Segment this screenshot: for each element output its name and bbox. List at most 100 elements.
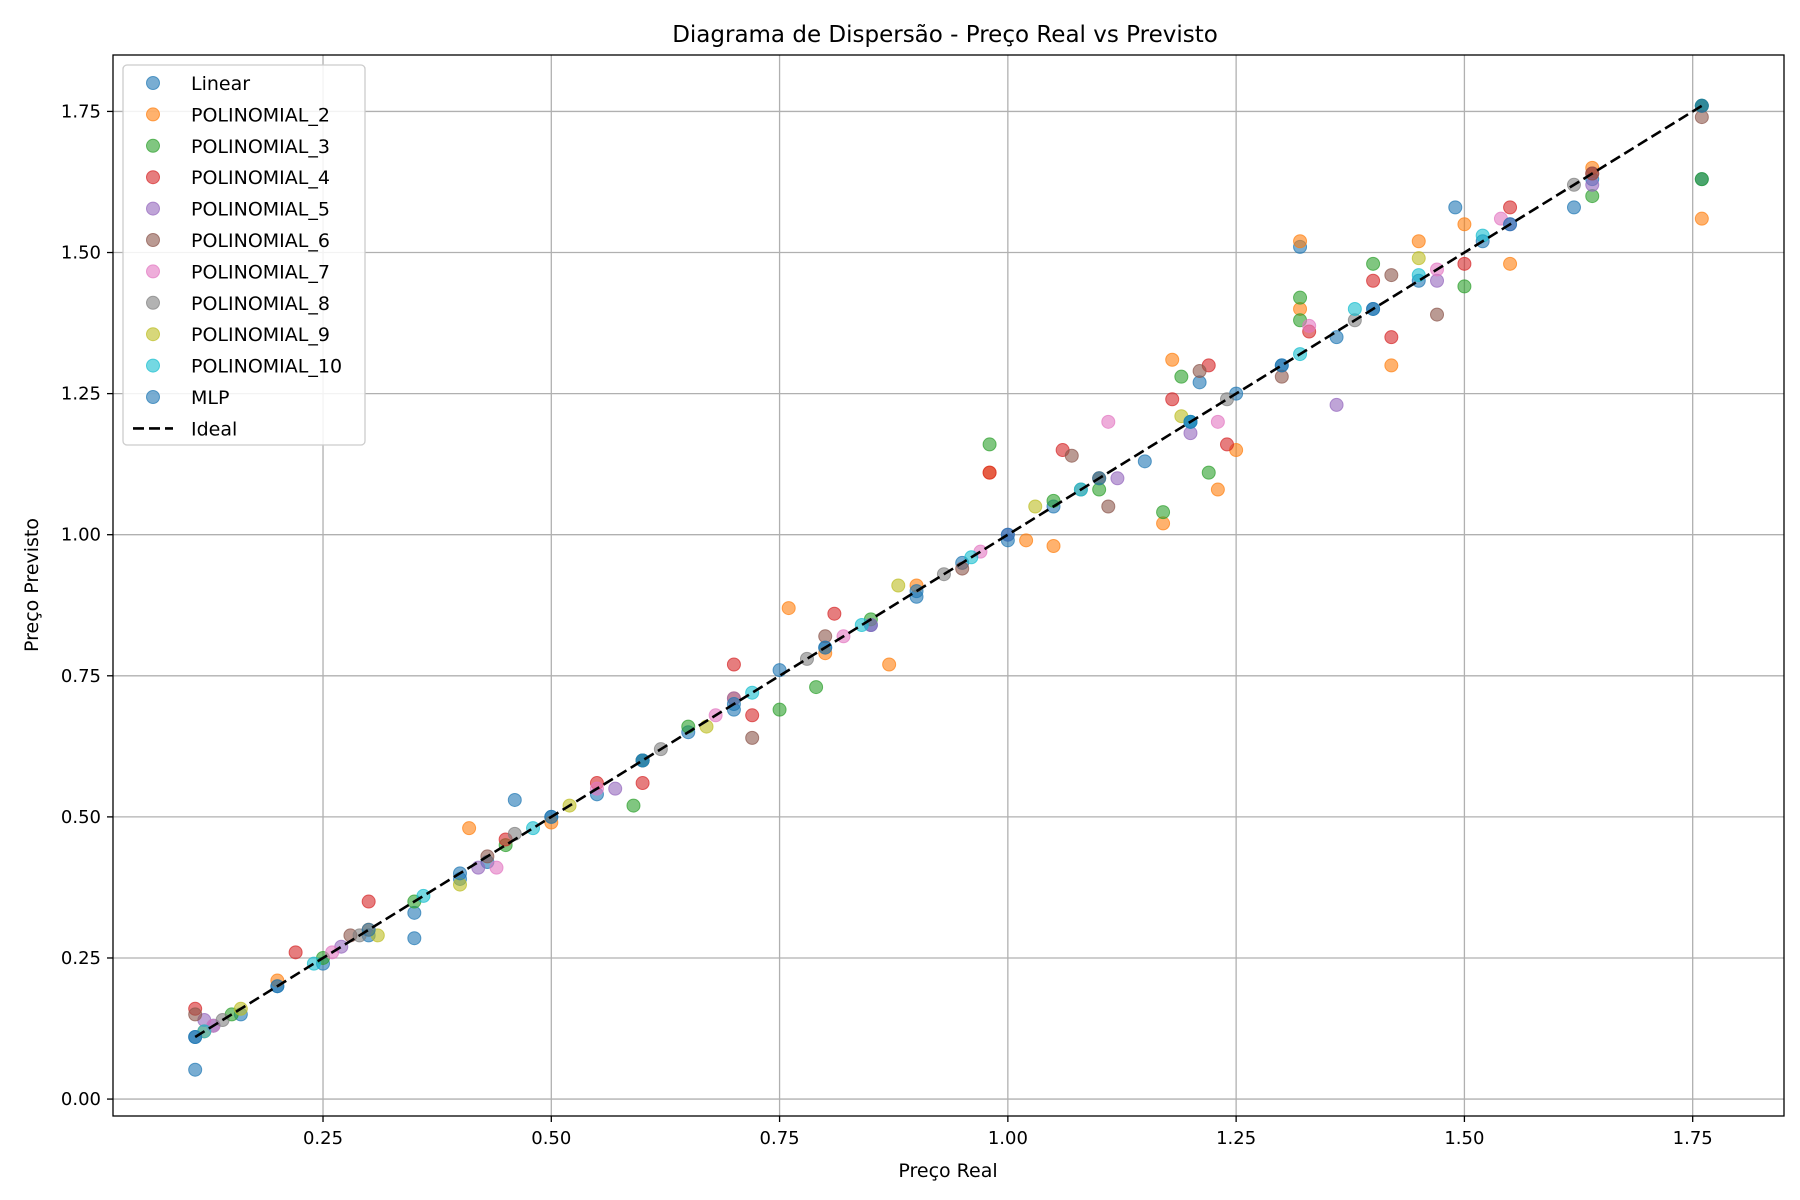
legend-marker-polinomial-6	[146, 233, 160, 247]
data-point	[1384, 330, 1399, 345]
data-point	[1411, 234, 1426, 249]
x-tick-label: 0.75	[760, 1128, 800, 1149]
data-point	[1694, 211, 1709, 226]
data-point	[882, 657, 897, 672]
grid-lines	[113, 55, 1784, 1116]
data-point	[809, 680, 824, 695]
legend-marker-polinomial-5	[146, 201, 160, 216]
data-point	[1293, 234, 1308, 249]
x-tick-label: 0.50	[531, 1128, 571, 1149]
data-point	[799, 651, 814, 666]
data-point	[462, 821, 477, 836]
data-point	[1366, 273, 1381, 288]
y-tick-label: 0.75	[61, 666, 101, 687]
data-point	[1347, 301, 1362, 316]
legend-marker-polinomial-10	[146, 358, 160, 373]
x-tick-label: 1.00	[988, 1128, 1028, 1149]
data-point	[1201, 465, 1216, 480]
data-points	[188, 98, 1709, 1077]
y-axis-label: Preço Previsto	[21, 518, 43, 652]
data-point	[726, 657, 741, 672]
y-tick-label: 1.00	[61, 525, 101, 546]
legend-label-mlp: MLP	[191, 387, 229, 409]
x-axis-label: Preço Real	[898, 1160, 997, 1182]
ideal-line	[194, 104, 1703, 1039]
x-tick-label: 1.25	[1216, 1128, 1256, 1149]
data-point	[745, 708, 760, 723]
data-point	[471, 860, 486, 875]
data-point	[635, 776, 650, 791]
legend: Linear POLINOMIAL_2 POLINOMIAL_3 POLINOMIAL…	[122, 64, 366, 446]
legend-label-ideal: Ideal	[191, 418, 237, 440]
y-ticks: 0.00 0.25 0.50 0.75 1.00 1.25 1.50 1.75	[61, 101, 113, 1110]
data-point	[1411, 251, 1426, 266]
data-point	[772, 663, 787, 678]
data-point	[188, 1062, 203, 1077]
data-point	[1329, 397, 1344, 412]
x-ticks: 0.25 0.50 0.75 1.00 1.25 1.50 1.75	[303, 1116, 1713, 1149]
series-linear	[188, 98, 1709, 1077]
data-point	[1220, 437, 1234, 452]
data-point	[626, 798, 641, 813]
data-point	[1366, 256, 1381, 271]
data-point	[982, 437, 997, 452]
data-point	[1110, 471, 1125, 486]
data-point	[1457, 217, 1472, 232]
data-point	[1210, 482, 1225, 497]
data-point	[1430, 307, 1445, 322]
data-point	[361, 894, 376, 909]
data-point	[361, 922, 376, 937]
legend-marker-polinomial-2	[146, 107, 160, 122]
data-point	[1411, 268, 1426, 283]
data-point	[1137, 454, 1152, 469]
data-point	[1174, 369, 1189, 384]
legend-label-polinomial-9: POLINOMIAL_9	[191, 324, 330, 346]
data-point	[407, 931, 422, 946]
data-point	[489, 860, 504, 875]
data-point	[1165, 352, 1180, 367]
legend-label-polinomial-7: POLINOMIAL_7	[191, 261, 330, 283]
data-point	[1503, 200, 1518, 215]
data-point	[1694, 172, 1709, 187]
legend-label-polinomial-10: POLINOMIAL_10	[191, 356, 342, 378]
data-point	[608, 781, 623, 796]
legend-marker-polinomial-9	[146, 327, 160, 342]
data-point	[827, 606, 842, 621]
data-point	[745, 685, 760, 700]
data-point	[1064, 448, 1079, 463]
data-point	[1293, 290, 1308, 305]
data-point	[188, 1007, 203, 1022]
data-point	[772, 702, 787, 717]
data-point	[1101, 414, 1116, 429]
data-point	[1566, 200, 1581, 215]
y-tick-label: 1.75	[61, 101, 101, 122]
series-polinomial-4	[188, 166, 1600, 1016]
data-point	[1156, 505, 1171, 520]
data-point	[1019, 533, 1034, 548]
legend-label-polinomial-2: POLINOMIAL_2	[191, 104, 330, 126]
legend-marker-polinomial-3	[146, 138, 160, 153]
legend-label-polinomial-3: POLINOMIAL_3	[191, 136, 330, 158]
data-point	[1384, 358, 1399, 373]
data-point	[1384, 268, 1399, 283]
data-point	[745, 730, 760, 745]
y-tick-label: 1.25	[61, 384, 101, 405]
data-point	[1448, 200, 1463, 215]
y-tick-label: 0.25	[61, 948, 101, 969]
data-point	[507, 792, 522, 807]
data-point	[781, 601, 796, 616]
data-point	[1503, 256, 1518, 271]
data-point	[1302, 318, 1317, 333]
chart-title: Diagrama de Dispersão - Preço Real vs Pr…	[672, 22, 1218, 48]
y-tick-label: 0.50	[61, 807, 101, 828]
data-point	[982, 465, 997, 480]
x-tick-label: 1.75	[1673, 1128, 1713, 1149]
legend-marker-linear	[146, 76, 160, 90]
plot-frame	[112, 54, 1785, 1117]
legend-marker-polinomial-7	[146, 264, 160, 279]
data-point	[1329, 330, 1344, 345]
legend-marker-mlp	[146, 390, 160, 404]
legend-marker-polinomial-4	[146, 170, 160, 185]
y-tick-label: 1.50	[61, 243, 101, 264]
